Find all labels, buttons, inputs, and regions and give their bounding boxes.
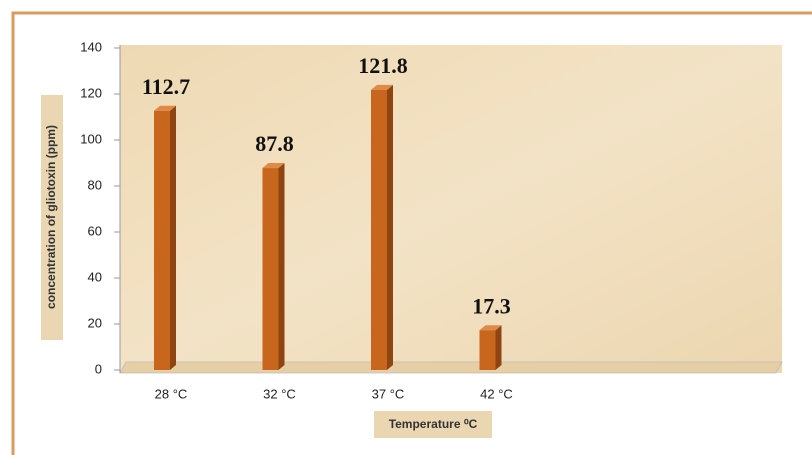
bar-top xyxy=(154,105,176,111)
bar-top xyxy=(479,325,502,331)
y-tick-label: 0 xyxy=(95,361,102,376)
y-tick-label: 40 xyxy=(88,269,102,284)
bar-side xyxy=(387,84,393,371)
bar-side xyxy=(278,163,285,370)
bar-side xyxy=(170,105,176,370)
bar-top xyxy=(262,163,285,169)
value-label: 87.8 xyxy=(255,131,294,156)
bar xyxy=(479,330,496,370)
bar xyxy=(371,89,387,371)
y-tick-label: 20 xyxy=(88,315,102,330)
bar-side xyxy=(495,325,502,370)
bar xyxy=(262,168,279,370)
x-axis-label: Temperature ⁰C xyxy=(389,417,478,431)
bar-top xyxy=(371,84,393,90)
value-label: 17.3 xyxy=(472,293,511,318)
y-label-box xyxy=(41,95,63,340)
y-tick-label: 80 xyxy=(88,177,102,192)
x-tick-label: 32 °C xyxy=(263,386,296,401)
value-label: 121.8 xyxy=(358,53,408,78)
value-label: 112.7 xyxy=(142,74,190,99)
y-tick-label: 120 xyxy=(80,85,102,100)
bar xyxy=(154,110,170,370)
floor xyxy=(119,361,783,374)
y-tick-label: 60 xyxy=(88,223,102,238)
y-tick-label: 100 xyxy=(80,131,102,146)
x-label-box xyxy=(374,411,492,438)
x-tick-label: 37 °C xyxy=(372,386,405,401)
y-axis-label: concentration of gliotoxin (ppm) xyxy=(44,125,58,309)
y-tick-label: 140 xyxy=(80,39,102,54)
x-tick-label: 28 °C xyxy=(155,386,188,401)
x-tick-label: 42 °C xyxy=(480,386,513,401)
plot-area xyxy=(120,45,782,373)
